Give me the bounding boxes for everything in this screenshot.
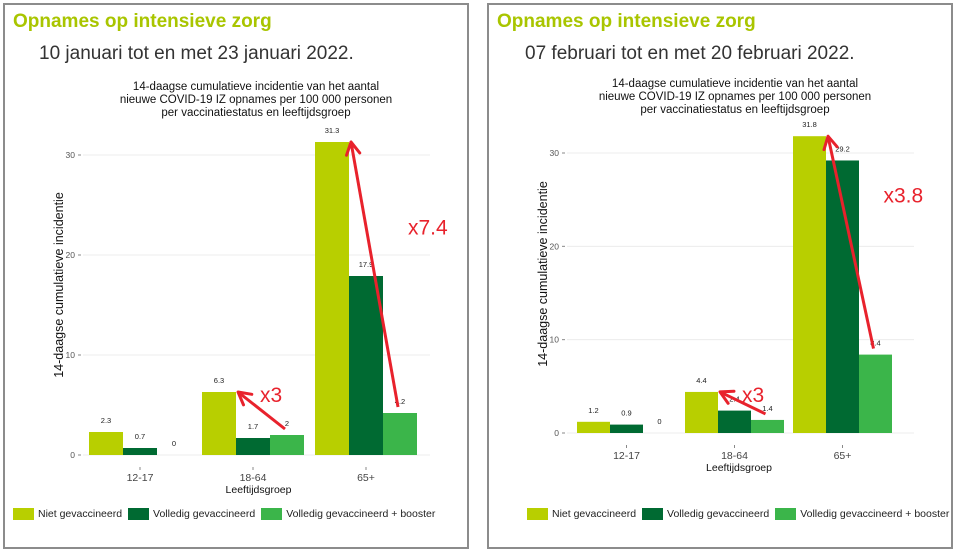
y-tick-label: 10 <box>550 335 560 345</box>
annotation-label: x3 <box>260 384 282 407</box>
x-tick-label: 65+ <box>834 450 852 462</box>
annotation-arrow-head <box>718 389 736 405</box>
bar-value-label: 1.2 <box>588 406 598 415</box>
panel-title: Opnames op intensieve zorg <box>497 11 756 32</box>
bar-value-label: 29.2 <box>835 144 850 153</box>
bar-value-label: 2 <box>285 419 289 428</box>
legend: Niet gevaccineerd Volledig gevaccineerd … <box>13 508 441 520</box>
bar <box>349 276 383 455</box>
bar <box>859 354 892 433</box>
bar <box>577 421 610 433</box>
chart-title-line: nieuwe COVID-19 IZ opnames per 100 000 p… <box>599 91 871 103</box>
panel-title: Opnames op intensieve zorg <box>13 11 272 32</box>
annotation-arrow-head <box>822 134 839 152</box>
chart-panel-right: Opnames op intensieve zorg 07 februari t… <box>487 3 953 549</box>
bar-value-label: 0.9 <box>621 409 631 418</box>
legend-swatch-booster <box>261 508 283 520</box>
x-axis-label: Leeftijdsgroep <box>226 484 292 496</box>
legend-item: Volledig gevaccineerd <box>642 508 769 520</box>
legend-label: Niet gevaccineerd <box>552 508 637 520</box>
bar <box>383 413 417 455</box>
bar <box>202 392 236 455</box>
bar-chart-right: 14-daagse cumulatieve incidentie van het… <box>536 78 924 474</box>
chart-title-line: nieuwe COVID-19 IZ opnames per 100 000 p… <box>120 94 392 106</box>
annotation-arrow-line <box>719 390 767 416</box>
bar-chart-left: 14-daagse cumulatieve incidentie van het… <box>52 81 448 496</box>
bar <box>315 142 349 455</box>
bar <box>89 432 123 455</box>
annotation-label: x7.4 <box>408 217 448 240</box>
bar-value-label: 6.3 <box>214 376 224 385</box>
annotation-arrow-head <box>345 140 362 157</box>
y-axis-label: 14-daagse cumulatieve incidentie <box>52 192 66 378</box>
y-axis-label: 14-daagse cumulatieve incidentie <box>536 181 550 367</box>
bar-value-label: 1.4 <box>762 404 772 413</box>
bar-value-label: 0 <box>172 439 176 448</box>
legend-swatch-niet <box>13 508 34 520</box>
legend-item: Volledig gevaccineerd <box>128 508 255 520</box>
legend-label: Volledig gevaccineerd <box>153 508 256 520</box>
x-tick-label: 12-17 <box>127 472 154 484</box>
bar-value-label: 0 <box>657 417 661 426</box>
legend-item: Volledig gevaccineerd + booster <box>261 508 435 520</box>
legend: Niet gevaccineerd Volledig gevaccineerd … <box>527 508 955 520</box>
annotation-arrow-line <box>349 141 400 408</box>
legend-label: Volledig gevaccineerd + booster <box>286 508 436 520</box>
bar-value-label: 0.7 <box>135 432 145 441</box>
bar <box>236 438 270 455</box>
bar <box>751 419 784 433</box>
y-tick-label: 30 <box>550 148 560 158</box>
legend-swatch-volledig <box>128 508 150 520</box>
y-tick-label: 30 <box>66 150 76 160</box>
bar-value-label: 8.4 <box>870 339 880 348</box>
x-tick-label: 18-64 <box>240 472 267 484</box>
bar <box>718 410 751 433</box>
bar-value-label: 17.9 <box>359 260 374 269</box>
annotation-arrow-head <box>236 390 254 407</box>
bar <box>610 424 643 433</box>
chart-title-line: 14-daagse cumulatieve incidentie van het… <box>133 81 379 93</box>
bar <box>123 448 157 455</box>
x-tick-label: 18-64 <box>721 450 748 462</box>
annotation-label: x3 <box>742 384 764 407</box>
legend-item: Volledig gevaccineerd + booster <box>775 508 949 520</box>
bar-value-label: 31.3 <box>325 126 340 135</box>
bar-value-label: 4.2 <box>395 397 405 406</box>
legend-swatch-booster <box>775 508 797 520</box>
panel-date-range: 07 februari tot en met 20 februari 2022. <box>525 43 855 64</box>
x-axis-label: Leeftijdsgroep <box>706 462 772 474</box>
x-tick-label: 12-17 <box>613 450 640 462</box>
bar <box>685 391 718 433</box>
x-tick-label: 65+ <box>357 472 375 484</box>
legend-label: Volledig gevaccineerd + booster <box>800 508 950 520</box>
annotation-label: x3.8 <box>884 184 924 207</box>
chart-title-line: per vaccinatiestatus en leeftijdsgroep <box>640 104 829 116</box>
y-tick-label: 10 <box>66 350 76 360</box>
bar-value-label: 1.7 <box>248 422 258 431</box>
legend-label: Niet gevaccineerd <box>38 508 123 520</box>
panel-date-range: 10 januari tot en met 23 januari 2022. <box>39 43 354 64</box>
legend-swatch-niet <box>527 508 548 520</box>
y-tick-label: 0 <box>70 450 75 460</box>
legend-item: Niet gevaccineerd <box>527 508 636 520</box>
bar-value-label: 31.8 <box>802 120 817 129</box>
y-tick-label: 0 <box>554 428 559 438</box>
legend-item: Niet gevaccineerd <box>13 508 122 520</box>
y-tick-label: 20 <box>550 241 560 251</box>
y-tick-label: 20 <box>66 250 76 260</box>
bar-value-label: 2.3 <box>101 416 111 425</box>
chart-title-line: 14-daagse cumulatieve incidentie van het… <box>612 78 858 90</box>
legend-label: Volledig gevaccineerd <box>667 508 770 520</box>
bar-value-label: 4.4 <box>696 376 706 385</box>
annotation-arrow-line <box>826 135 875 349</box>
annotation-arrow-line <box>237 390 286 431</box>
chart-title-line: per vaccinatiestatus en leeftijdsgroep <box>161 107 350 119</box>
chart-panel-left: Opnames op intensieve zorg 10 januari to… <box>3 3 469 549</box>
bar <box>270 435 304 455</box>
legend-swatch-volledig <box>642 508 664 520</box>
bar <box>793 136 826 433</box>
